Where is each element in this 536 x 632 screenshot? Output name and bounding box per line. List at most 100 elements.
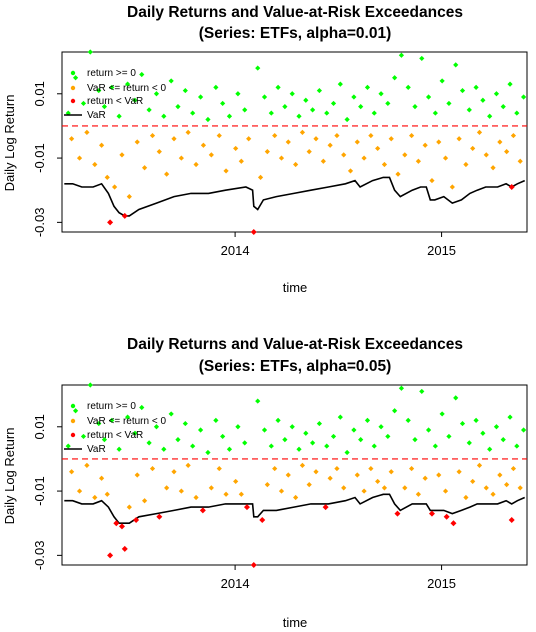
data-point <box>443 513 450 520</box>
data-point <box>285 139 291 145</box>
data-point <box>182 87 188 94</box>
data-point <box>199 507 206 514</box>
data-point <box>146 440 152 446</box>
data-point <box>226 113 233 119</box>
data-point <box>398 52 405 58</box>
data-point <box>92 161 98 168</box>
data-point <box>84 462 90 468</box>
data-point <box>96 87 102 94</box>
data-point <box>226 446 233 452</box>
data-point <box>436 139 442 145</box>
data-point <box>161 113 167 119</box>
data-point <box>493 91 500 97</box>
data-point <box>296 113 302 119</box>
x-axis-label: time <box>283 615 308 630</box>
data-point <box>378 424 384 430</box>
data-point <box>149 465 156 472</box>
data-point <box>316 87 322 94</box>
data-point <box>278 488 285 494</box>
y-tick-label: -0.03 <box>32 541 47 571</box>
data-point <box>98 142 105 148</box>
data-point <box>344 449 350 456</box>
data-point <box>324 443 330 449</box>
legend-marker-0 <box>70 70 76 76</box>
data-point <box>246 136 252 142</box>
legend-marker-1 <box>70 85 76 91</box>
data-point <box>368 132 374 139</box>
y-tick-label: 0.01 <box>32 414 47 439</box>
data-point <box>126 504 132 510</box>
data-point <box>235 91 241 97</box>
data-point <box>175 437 181 443</box>
data-point <box>275 417 281 423</box>
legend-label-2: return < VaR <box>87 96 143 107</box>
data-point <box>358 104 364 110</box>
data-point <box>507 81 513 87</box>
data-point <box>497 139 503 145</box>
data-point <box>104 491 110 497</box>
data-point <box>306 482 312 488</box>
data-point <box>250 229 257 235</box>
data-point <box>289 424 295 430</box>
data-point <box>168 411 174 417</box>
data-point <box>500 104 506 110</box>
data-point <box>402 152 408 158</box>
data-point <box>153 424 160 430</box>
x-axis: 2014 2015 <box>221 565 456 591</box>
data-point <box>109 84 115 90</box>
var-line-layer <box>64 493 526 524</box>
x-axis: 2014 2015 <box>221 232 456 258</box>
data-point <box>76 155 83 161</box>
data-point <box>470 478 476 485</box>
var-line <box>64 493 526 524</box>
data-point <box>322 504 329 511</box>
data-point <box>125 81 131 87</box>
legend-marker-0 <box>70 403 76 409</box>
data-point <box>320 158 326 164</box>
data-point <box>182 420 188 427</box>
data-point <box>107 552 114 559</box>
data-point <box>436 472 442 478</box>
data-point <box>507 414 513 420</box>
data-point <box>208 152 214 158</box>
data-point <box>480 430 486 436</box>
data-point <box>84 129 90 135</box>
data-point <box>69 469 75 475</box>
data-point <box>412 437 418 443</box>
chart-subtitle: (Series: ETFs, alpha=0.01) <box>199 25 392 42</box>
data-point <box>216 465 222 472</box>
data-point <box>92 494 98 501</box>
data-point <box>425 427 432 433</box>
data-point <box>121 545 128 552</box>
data-point <box>521 427 527 433</box>
data-point <box>238 491 244 497</box>
data-point <box>299 462 306 468</box>
data-point <box>490 165 496 171</box>
data-point <box>293 161 299 168</box>
data-point <box>101 104 108 110</box>
data-point <box>476 462 483 468</box>
chart-panel-1: Daily Returns and Value-at-Risk Exceedan… <box>2 4 528 295</box>
data-point <box>354 472 360 478</box>
var-line-layer <box>64 176 526 217</box>
data-point <box>364 417 371 423</box>
data-point <box>510 132 517 139</box>
data-point <box>293 494 299 501</box>
plot-frame <box>61 384 528 566</box>
data-point <box>208 485 214 491</box>
data-point <box>432 443 438 449</box>
data-point <box>405 84 411 90</box>
data-point <box>344 116 350 123</box>
data-point <box>508 517 515 523</box>
data-point <box>351 427 357 433</box>
data-point <box>439 411 445 417</box>
data-point <box>185 462 191 468</box>
y-tick-label: -0.03 <box>32 208 47 238</box>
data-point <box>306 149 312 155</box>
data-point <box>504 482 510 488</box>
data-point <box>112 184 118 190</box>
data-point <box>473 417 479 423</box>
data-point <box>310 107 316 113</box>
y-tick-label: -0.01 <box>32 476 47 506</box>
legend-label-1: VaR <= return < 0 <box>87 83 166 94</box>
